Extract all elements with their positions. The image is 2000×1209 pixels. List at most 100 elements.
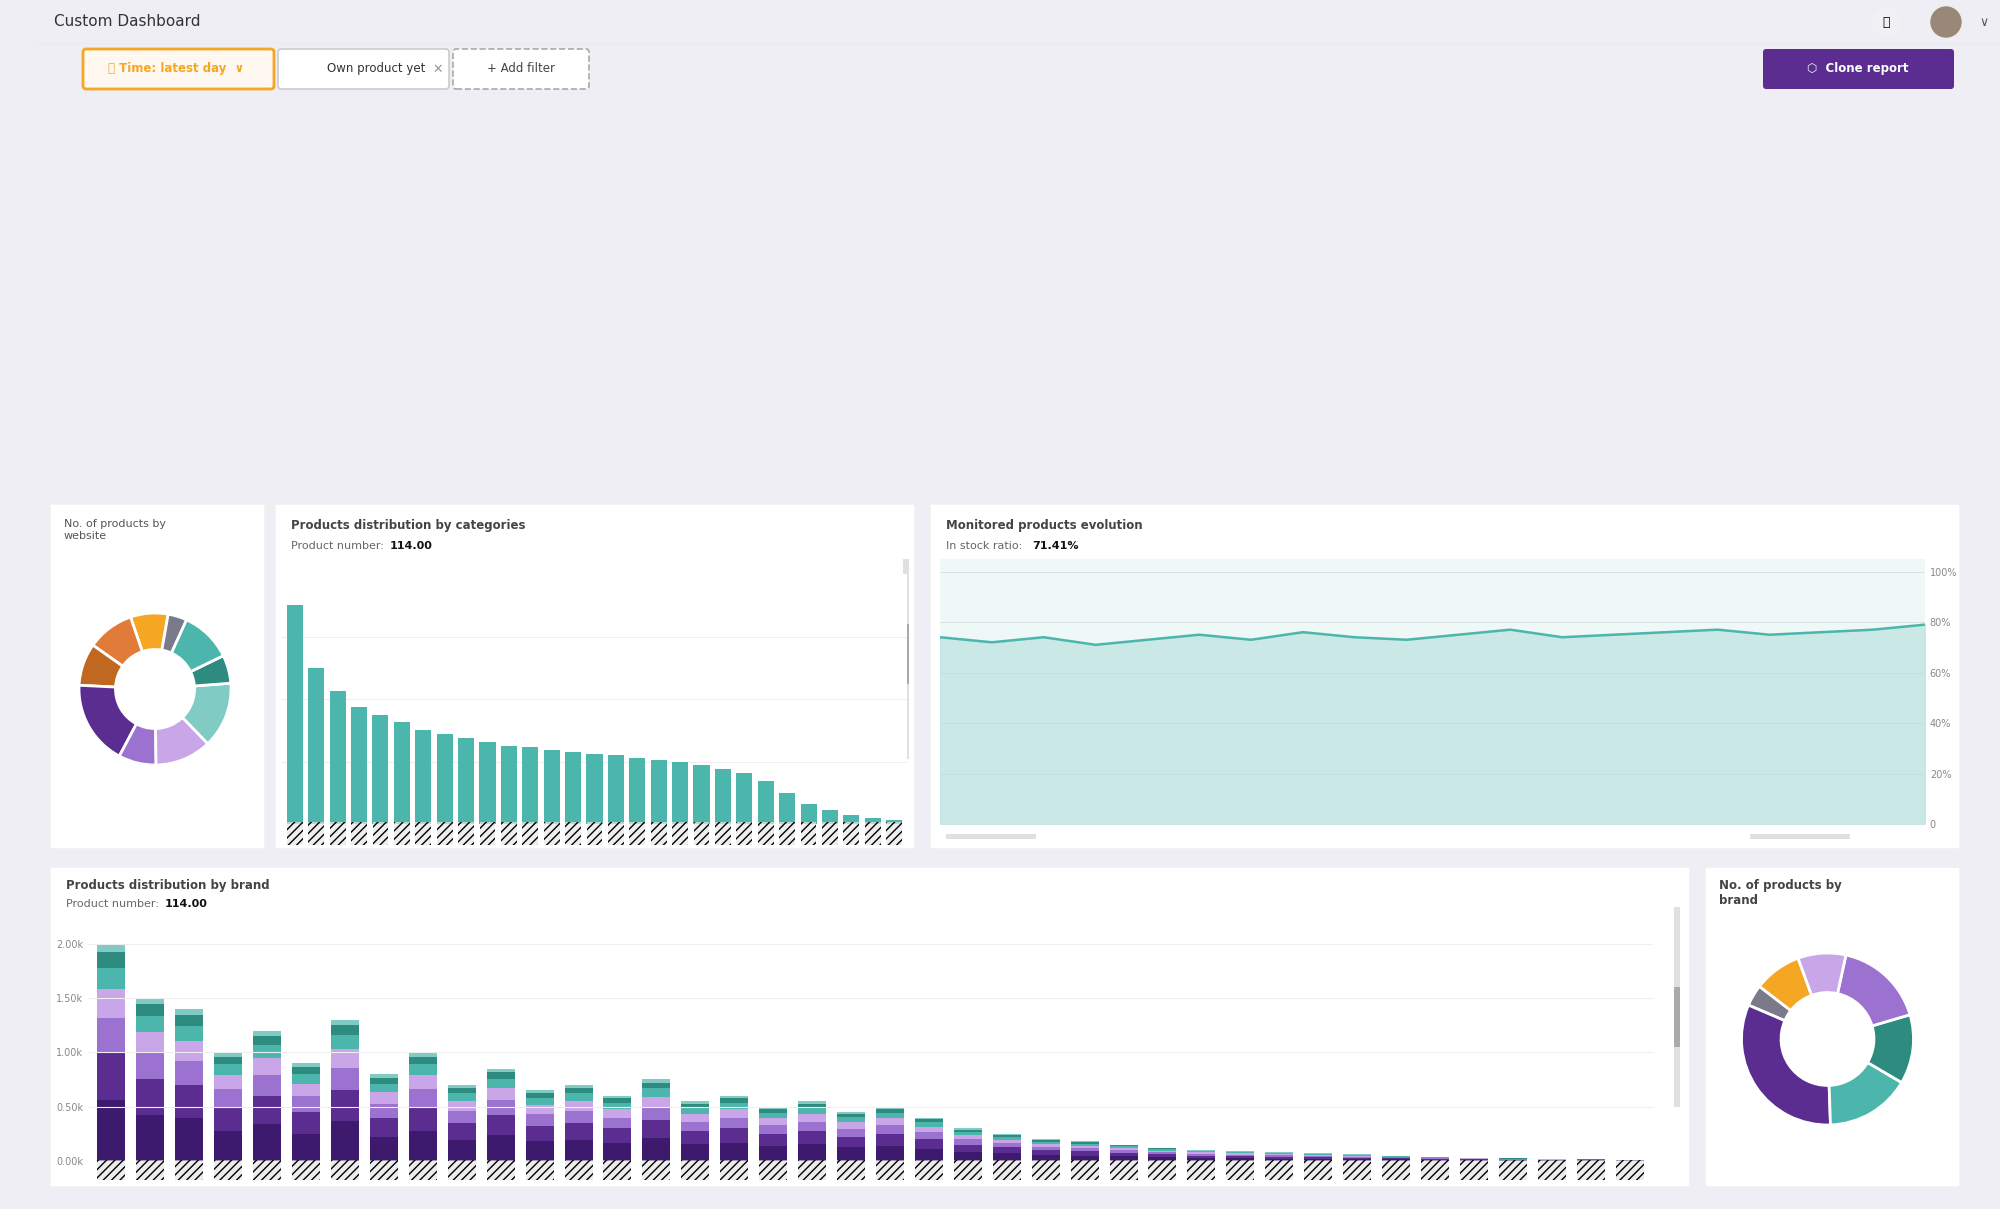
FancyBboxPatch shape (50, 504, 264, 849)
Bar (448, 1093, 476, 1101)
Bar (486, 1088, 514, 1100)
Bar (98, 1018, 126, 1052)
Bar (330, 1161, 358, 1180)
Bar (254, 1045, 282, 1058)
Wedge shape (1830, 1063, 1902, 1124)
Bar (1032, 1150, 1060, 1155)
Bar (526, 1105, 554, 1115)
Bar (1110, 1150, 1138, 1153)
Bar (408, 1052, 436, 1057)
Bar (760, 1146, 788, 1161)
Bar (992, 1140, 1020, 1143)
Bar (408, 1089, 436, 1106)
Bar (500, 746, 516, 825)
Bar (760, 1112, 788, 1118)
Bar (1266, 1157, 1294, 1158)
Bar (838, 1136, 866, 1147)
Bar (526, 1115, 554, 1126)
FancyBboxPatch shape (1704, 867, 1960, 1187)
Bar (838, 1129, 866, 1136)
Bar (1304, 1159, 1332, 1161)
Text: Products distribution by brand: Products distribution by brand (66, 879, 270, 892)
Bar (946, 834, 1036, 839)
Bar (458, 822, 474, 845)
Bar (642, 1083, 670, 1088)
Bar (176, 1161, 204, 1180)
Bar (408, 1075, 436, 1089)
Text: Product number:: Product number: (66, 899, 162, 909)
Bar (604, 1095, 632, 1099)
Bar (630, 758, 646, 825)
Bar (672, 762, 688, 825)
Bar (1460, 1161, 1488, 1180)
Bar (448, 1111, 476, 1123)
Bar (1420, 1159, 1450, 1161)
Bar (914, 1122, 942, 1127)
Bar (1382, 1159, 1410, 1161)
Bar (760, 1118, 788, 1126)
Text: ⏱ Time: latest day  ∨: ⏱ Time: latest day ∨ (108, 63, 244, 75)
Bar (98, 1100, 126, 1161)
FancyBboxPatch shape (1764, 50, 1954, 89)
Bar (1188, 1161, 1216, 1180)
Bar (886, 820, 902, 825)
Bar (914, 1149, 942, 1161)
Bar (352, 707, 368, 825)
Wedge shape (80, 686, 136, 756)
Bar (136, 1080, 164, 1116)
Bar (292, 1097, 320, 1112)
Bar (758, 781, 774, 825)
Bar (330, 1091, 358, 1122)
Bar (642, 1121, 670, 1138)
Wedge shape (182, 683, 230, 744)
Text: In stock ratio:: In stock ratio: (946, 540, 1026, 551)
Bar (448, 1101, 476, 1111)
Bar (954, 1161, 982, 1180)
Bar (876, 1161, 904, 1180)
Bar (214, 1161, 242, 1180)
Bar (1148, 1151, 1176, 1152)
Bar (954, 1152, 982, 1161)
Bar (914, 1139, 942, 1149)
Text: No. of products by
website: No. of products by website (64, 519, 166, 540)
Bar (486, 1078, 514, 1088)
Bar (214, 1052, 242, 1057)
Bar (292, 1134, 320, 1161)
Text: Custom Dashboard: Custom Dashboard (54, 15, 200, 29)
Bar (1032, 1140, 1060, 1141)
Bar (308, 667, 324, 825)
Bar (876, 1126, 904, 1134)
Bar (682, 1144, 710, 1161)
Bar (1110, 1157, 1138, 1161)
Bar (1226, 1153, 1254, 1155)
Bar (736, 774, 752, 825)
Bar (1344, 1159, 1372, 1161)
Bar (630, 822, 646, 845)
Bar (416, 730, 432, 825)
Bar (822, 810, 838, 825)
Bar (254, 1161, 282, 1180)
Wedge shape (130, 613, 168, 652)
Wedge shape (1760, 959, 1812, 1011)
Bar (408, 1057, 436, 1064)
Text: Own product yet: Own product yet (326, 63, 426, 75)
Bar (1070, 1149, 1098, 1151)
Bar (838, 1112, 866, 1113)
Bar (1110, 1161, 1138, 1180)
Bar (1188, 1153, 1216, 1156)
Bar (254, 1058, 282, 1075)
Bar (564, 1093, 592, 1101)
Bar (672, 822, 688, 845)
Bar (642, 1138, 670, 1161)
Bar (176, 1084, 204, 1118)
Bar (480, 742, 496, 825)
Bar (642, 1080, 670, 1083)
Bar (136, 1161, 164, 1180)
Bar (760, 1134, 788, 1146)
Bar (1188, 1152, 1216, 1153)
Bar (992, 1136, 1020, 1140)
Bar (682, 1122, 710, 1132)
Bar (608, 756, 624, 825)
Wedge shape (162, 614, 186, 653)
Bar (254, 1036, 282, 1045)
